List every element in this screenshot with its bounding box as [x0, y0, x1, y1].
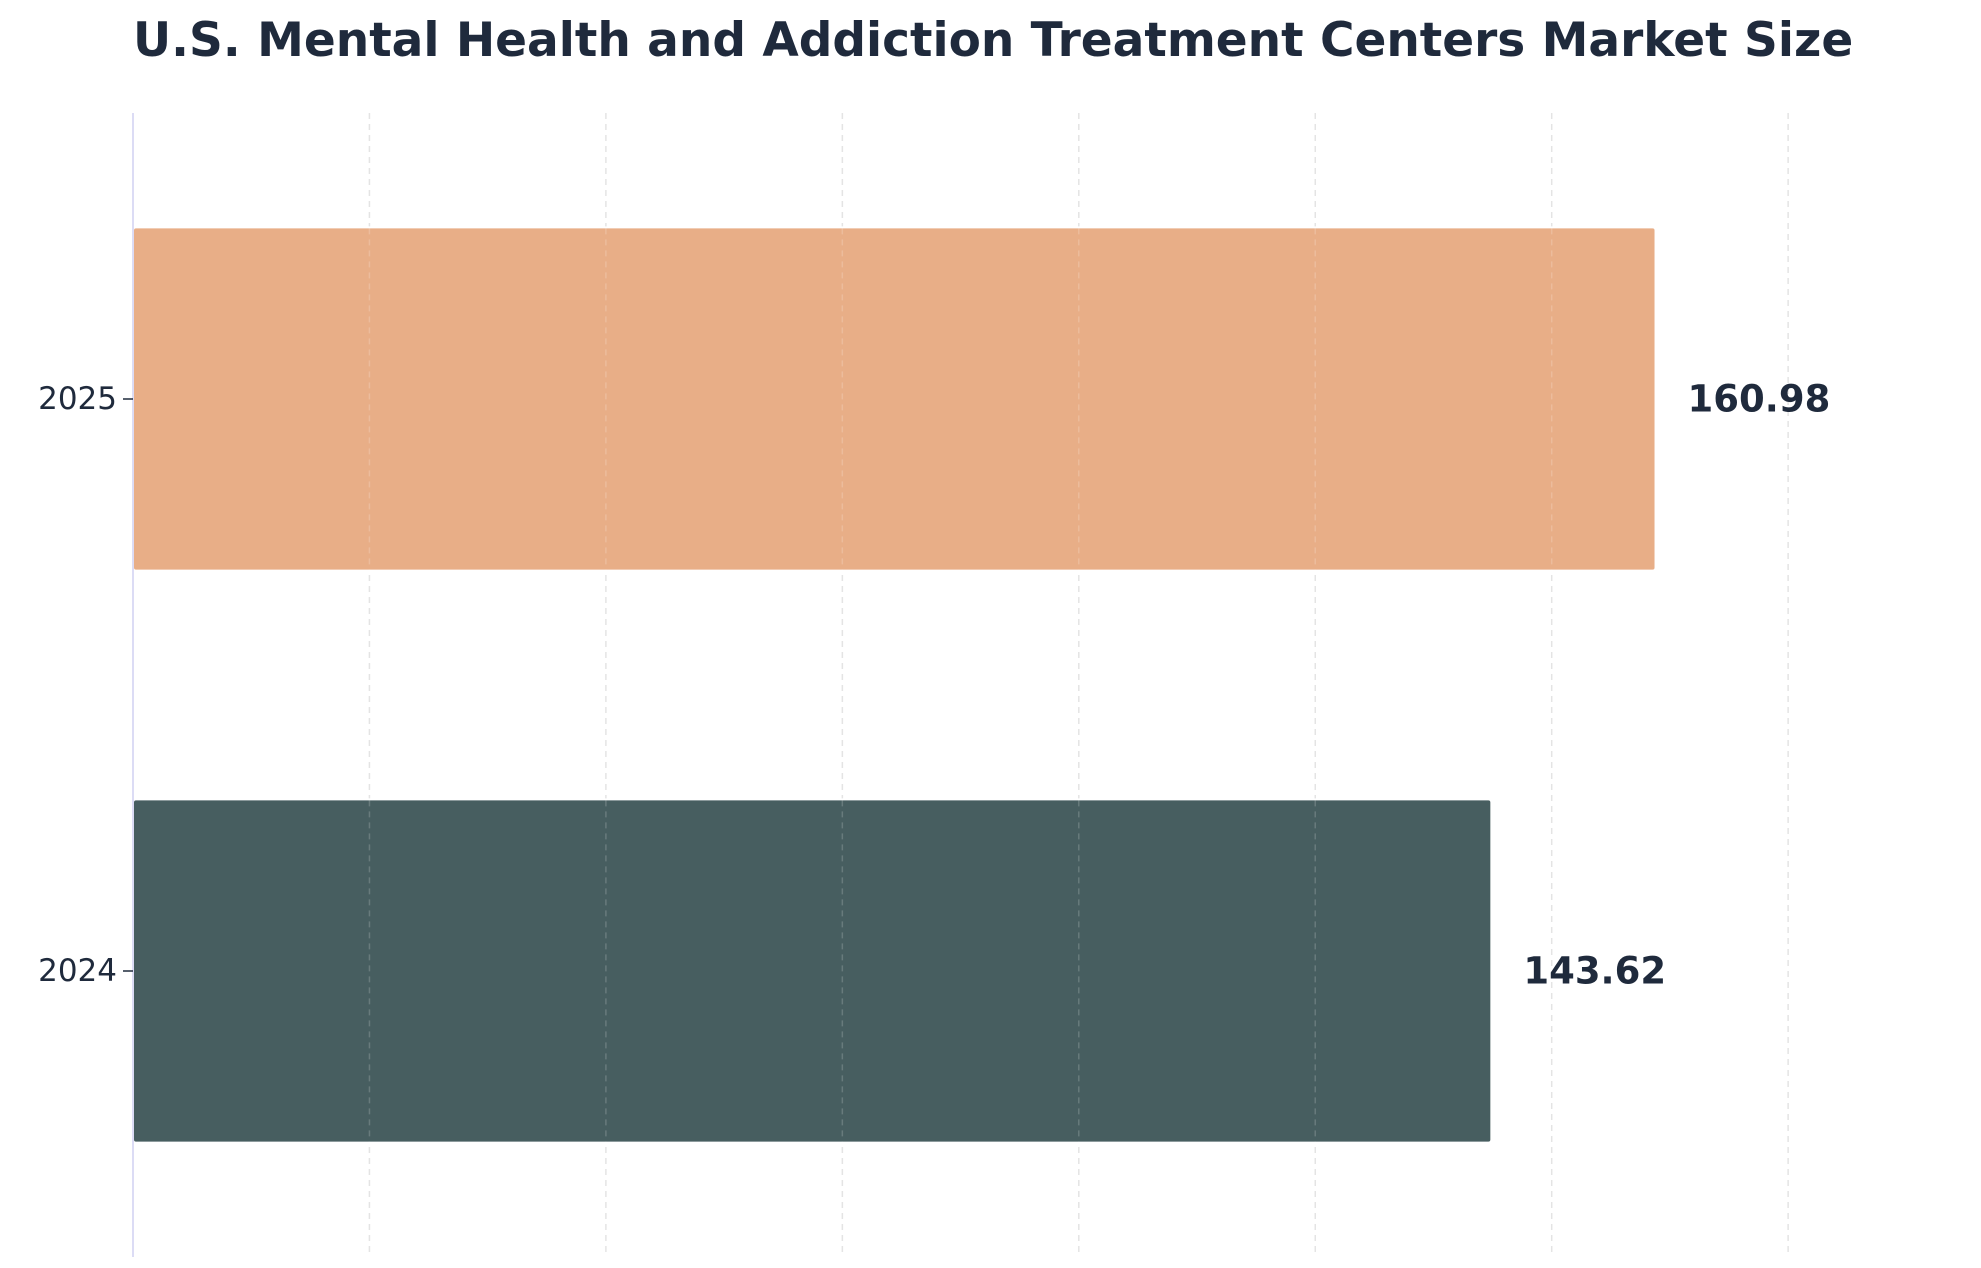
value-labels: 160.98 143.62 [1523, 378, 1830, 993]
value-label-2025: 160.98 [1688, 378, 1831, 421]
chart-title: U.S. Mental Health and Addiction Treatme… [133, 13, 1853, 68]
y-tick-label-2025: 2025 [38, 381, 117, 417]
grid-overlay [368, 228, 1553, 1142]
bar-2024 [132, 798, 1493, 1144]
y-tick-label-2024: 2024 [38, 953, 117, 989]
bars [132, 226, 1657, 1144]
value-label-2024: 143.62 [1523, 950, 1666, 993]
y-axis-ticks: 2025 2024 [38, 381, 133, 989]
bar-2025 [132, 226, 1657, 572]
